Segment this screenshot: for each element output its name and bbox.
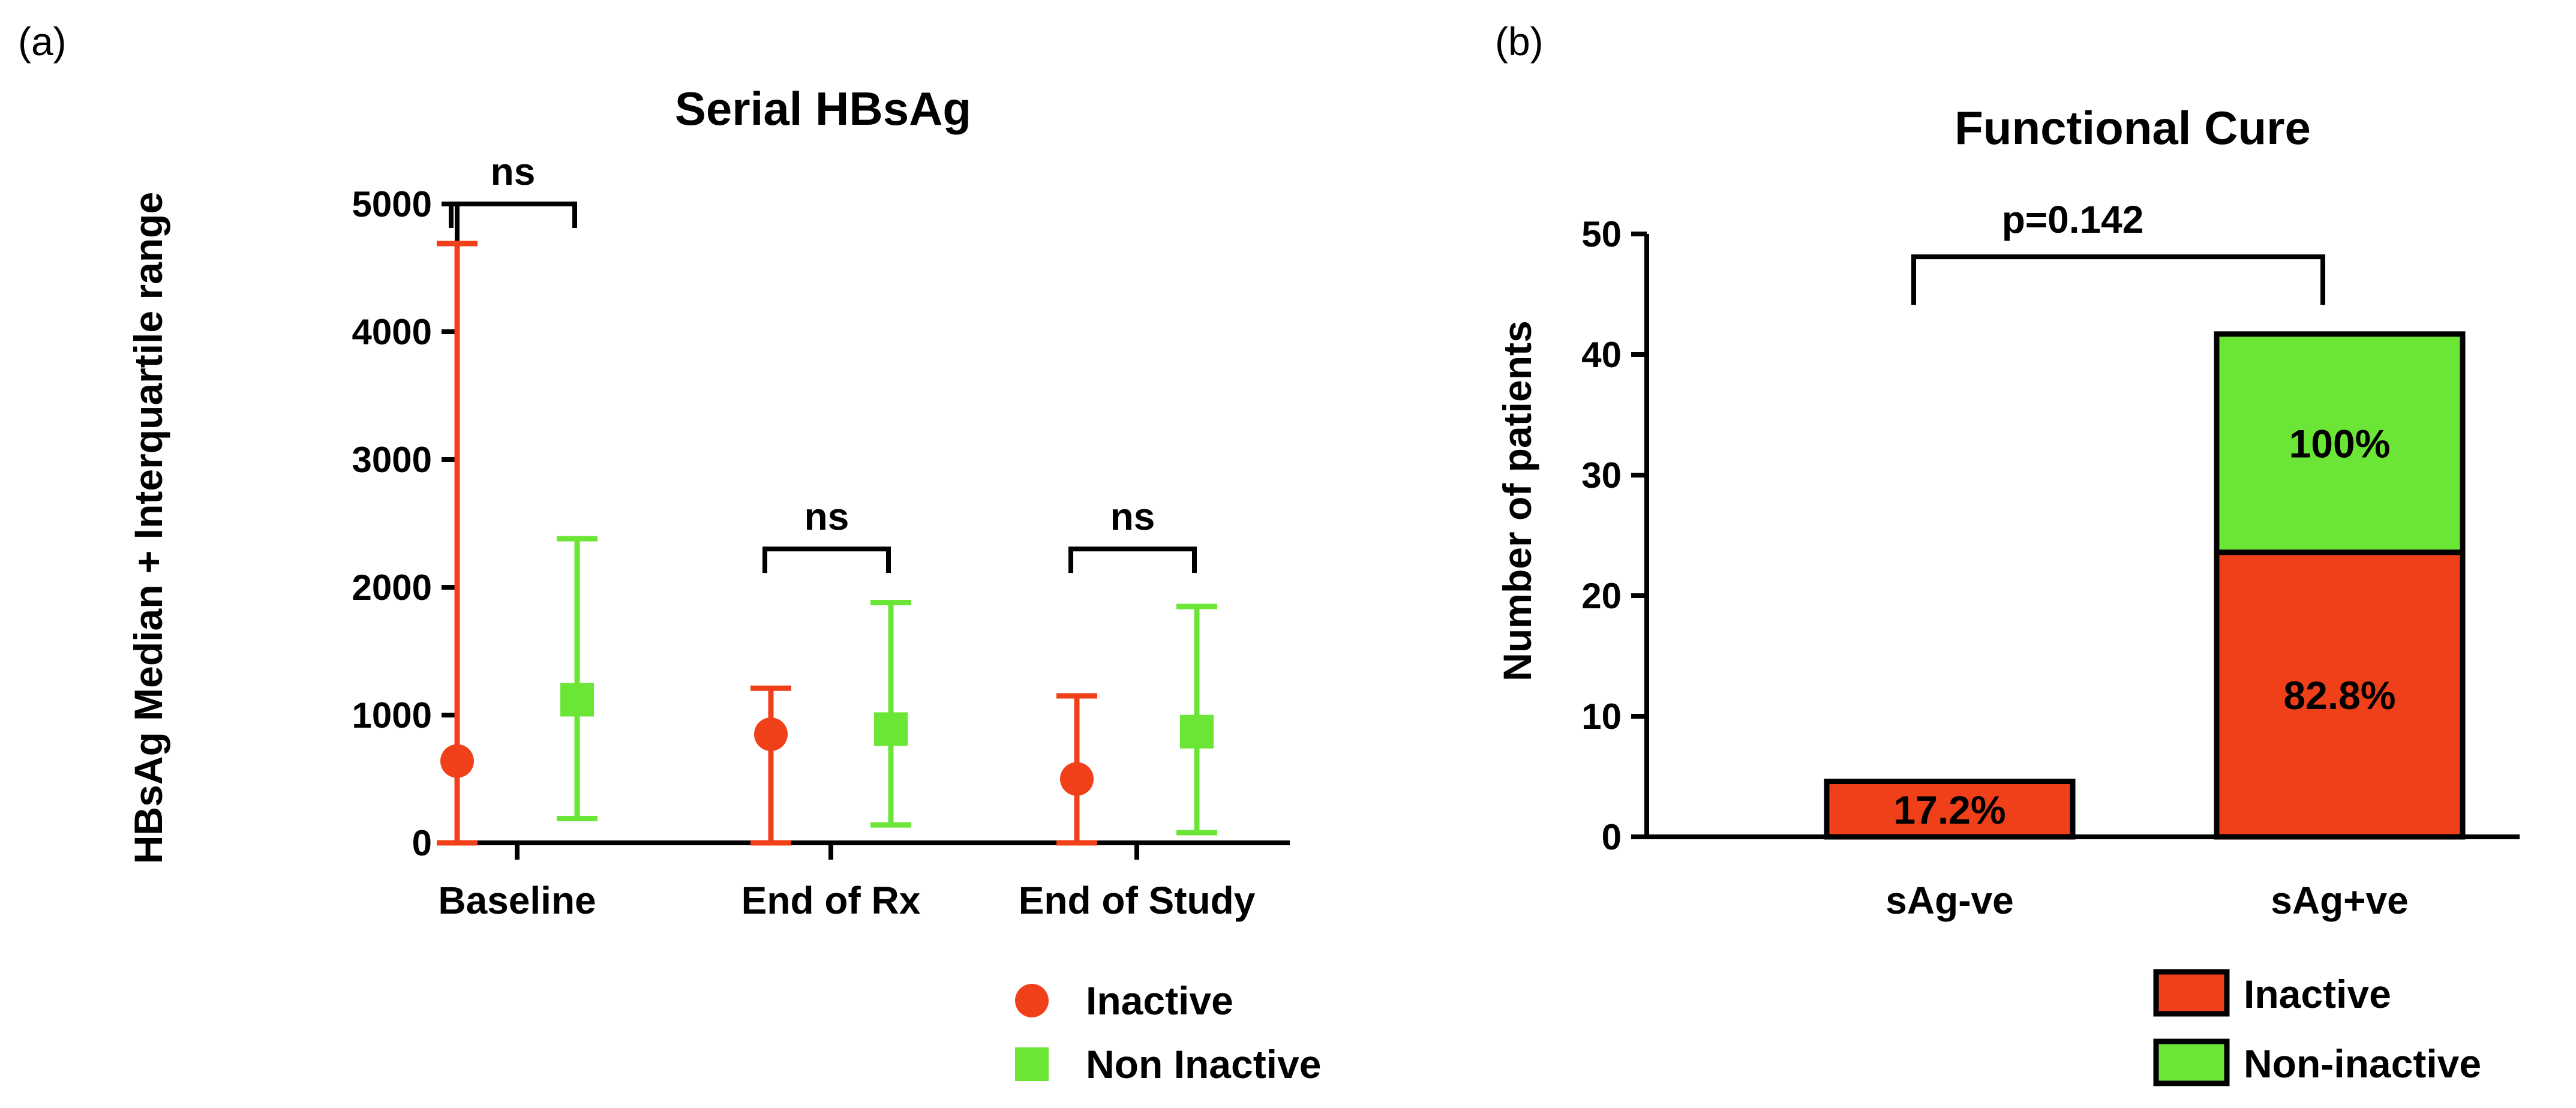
chart-b-y-tick-label: 50: [1581, 214, 1622, 254]
chart-b-y-tick-label: 10: [1581, 696, 1622, 737]
chart-a-y-tick-label: 4000: [352, 312, 432, 352]
chart-b-y-tick-label: 30: [1581, 455, 1622, 496]
chart-b-y-tick-label: 40: [1581, 335, 1622, 375]
chart-b-bar-inactive: [2214, 550, 2466, 840]
chart-b-y-axis-label: Number of patients: [1495, 320, 1539, 681]
chart-b-y-tick-label: 20: [1581, 576, 1622, 616]
chart-b-bar-label: 17.2%: [1893, 788, 2005, 832]
chart-a-y-tick-label: 5000: [352, 184, 432, 224]
chart-a-axes: 0 1000 2000 3000 4000 5000 Baseline End of Rx En…: [352, 184, 1290, 922]
legend-b-non-inactive-swatch-icon: [2153, 1038, 2230, 1086]
chart-a-sig-bracket: [762, 547, 891, 573]
chart-a-sig-label: ns: [491, 150, 536, 193]
panel-label-b: (b): [1495, 19, 1544, 64]
chart-a-x-tick-label: End of Rx: [741, 879, 921, 922]
chart-a-point-inactive: [1060, 762, 1094, 796]
chart-a-y-tick-label: 3000: [352, 440, 432, 480]
chart-a-sig-label: ns: [804, 495, 849, 538]
chart-a-significance-brackets: ns ns ns: [449, 150, 1197, 573]
chart-b-bar-inactive: [1824, 779, 2076, 840]
chart-a-y-tick-label: 0: [412, 823, 432, 863]
chart-a-point-non-inactive: [874, 712, 908, 746]
chart-b-bars: 17.2% 82.8% 100%: [1824, 331, 2466, 840]
chart-a-point-non-inactive: [560, 683, 594, 717]
chart-a-sig-label: ns: [1110, 495, 1155, 538]
legend-non-inactive-label: Non Inactive: [1086, 1042, 1321, 1086]
legend-b-inactive-swatch-icon: [2153, 969, 2230, 1017]
chart-a-errorbar-non-inactive: [557, 536, 598, 822]
chart-a-point-non-inactive: [1180, 714, 1214, 749]
chart-a-point-inactive: [754, 717, 788, 751]
chart-b-y-tick-label: 0: [1602, 817, 1622, 857]
legend-inactive-marker-icon: [1015, 984, 1049, 1017]
chart-b-functional-cure: Functional Cure Number of patients 0 10 20…: [1495, 101, 2520, 1086]
chart-b-axes: 0 10 20 30 40 50 sAg-ve sAg+ve: [1581, 214, 2520, 922]
chart-a-errorbar-inactive: [750, 685, 791, 846]
chart-b-x-tick-label: sAg-ve: [1886, 879, 2013, 922]
chart-a-y-tick-label: 2000: [352, 567, 432, 608]
legend-non-inactive-marker-icon: [1015, 1047, 1049, 1081]
chart-a-sig-bracket: [449, 202, 577, 228]
chart-a-legend: Inactive Non Inactive: [1015, 978, 1321, 1086]
chart-a-point-inactive: [440, 744, 474, 778]
chart-b-legend: Inactive Non-inactive: [2153, 969, 2481, 1086]
legend-inactive-label: Inactive: [1086, 978, 1233, 1023]
chart-a-marks: [437, 241, 1217, 846]
chart-a-serial-hbsag: Serial HBsAg HBsAg Median + Interquartil…: [126, 82, 1321, 1086]
chart-b-x-tick-label: sAg+ve: [2271, 879, 2408, 922]
chart-a-title: Serial HBsAg: [675, 82, 971, 135]
chart-a-x-tick-label: End of Study: [1019, 879, 1256, 922]
panel-label-a: (a): [18, 19, 67, 64]
legend-b-inactive-label: Inactive: [2244, 972, 2391, 1016]
chart-b-bar-non-inactive: [2214, 331, 2466, 555]
chart-a-errorbar-inactive: [437, 241, 478, 846]
chart-b-bar-label: 82.8%: [2283, 673, 2395, 717]
chart-a-sig-bracket: [1068, 547, 1197, 573]
chart-b-bar-label: 100%: [2289, 422, 2391, 466]
chart-b-significance-bracket: p=0.142: [1911, 198, 2325, 305]
chart-a-y-tick-label: 1000: [352, 695, 432, 735]
chart-a-x-tick-label: Baseline: [438, 879, 596, 922]
legend-b-non-inactive-label: Non-inactive: [2244, 1041, 2481, 1086]
chart-b-title: Functional Cure: [1954, 101, 2311, 154]
chart-b-sig-label: p=0.142: [2002, 198, 2144, 241]
chart-a-y-axis-label: HBsAg Median + Interquartile range: [126, 192, 170, 864]
chart-b-sig-bracket: [1911, 254, 2325, 305]
